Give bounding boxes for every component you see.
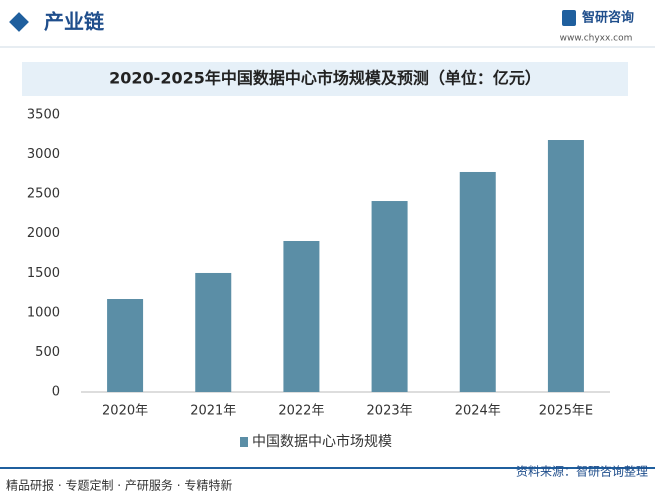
footer-source: 资料来源：智研咨询整理 <box>516 464 648 479</box>
y-tick-label: 500 <box>35 345 60 360</box>
y-tick-label: 1500 <box>27 266 60 281</box>
brand-url: www.chyxx.com <box>560 34 633 44</box>
footer-services: 精品研报 · 专题定制 · 产研服务 · 专精特新 <box>6 478 232 493</box>
bar <box>547 140 584 392</box>
x-tick-label: 2024年 <box>455 404 501 419</box>
x-tick-label: 2020年 <box>102 404 148 419</box>
title-band <box>22 62 628 96</box>
x-tick-label: 2021年 <box>190 404 236 419</box>
header-title: 产业链 <box>44 10 105 34</box>
y-tick-label: 1000 <box>27 305 60 320</box>
bar <box>371 201 408 392</box>
x-tick-label: 2023年 <box>367 404 413 419</box>
x-tick-label: 2025年E <box>539 404 593 419</box>
x-tick-label: 2022年 <box>278 404 324 419</box>
bar <box>283 240 320 392</box>
y-tick-label: 2500 <box>27 187 60 202</box>
brand-logo <box>562 10 576 26</box>
y-tick-label: 3500 <box>27 108 60 123</box>
y-tick-label: 2000 <box>27 226 60 241</box>
legend-label: 中国数据中心市场规模 <box>252 433 392 450</box>
y-tick-label: 0 <box>52 385 60 400</box>
bar <box>195 272 232 392</box>
header-icon <box>9 12 29 32</box>
brand-name: 智研咨询 <box>582 10 634 26</box>
bar <box>107 299 144 392</box>
chart-title: 2020-2025年中国数据中心市场规模及预测（单位：亿元） <box>109 69 541 88</box>
bar <box>459 171 496 392</box>
legend-swatch <box>240 437 248 447</box>
y-tick-label: 3000 <box>27 147 60 162</box>
